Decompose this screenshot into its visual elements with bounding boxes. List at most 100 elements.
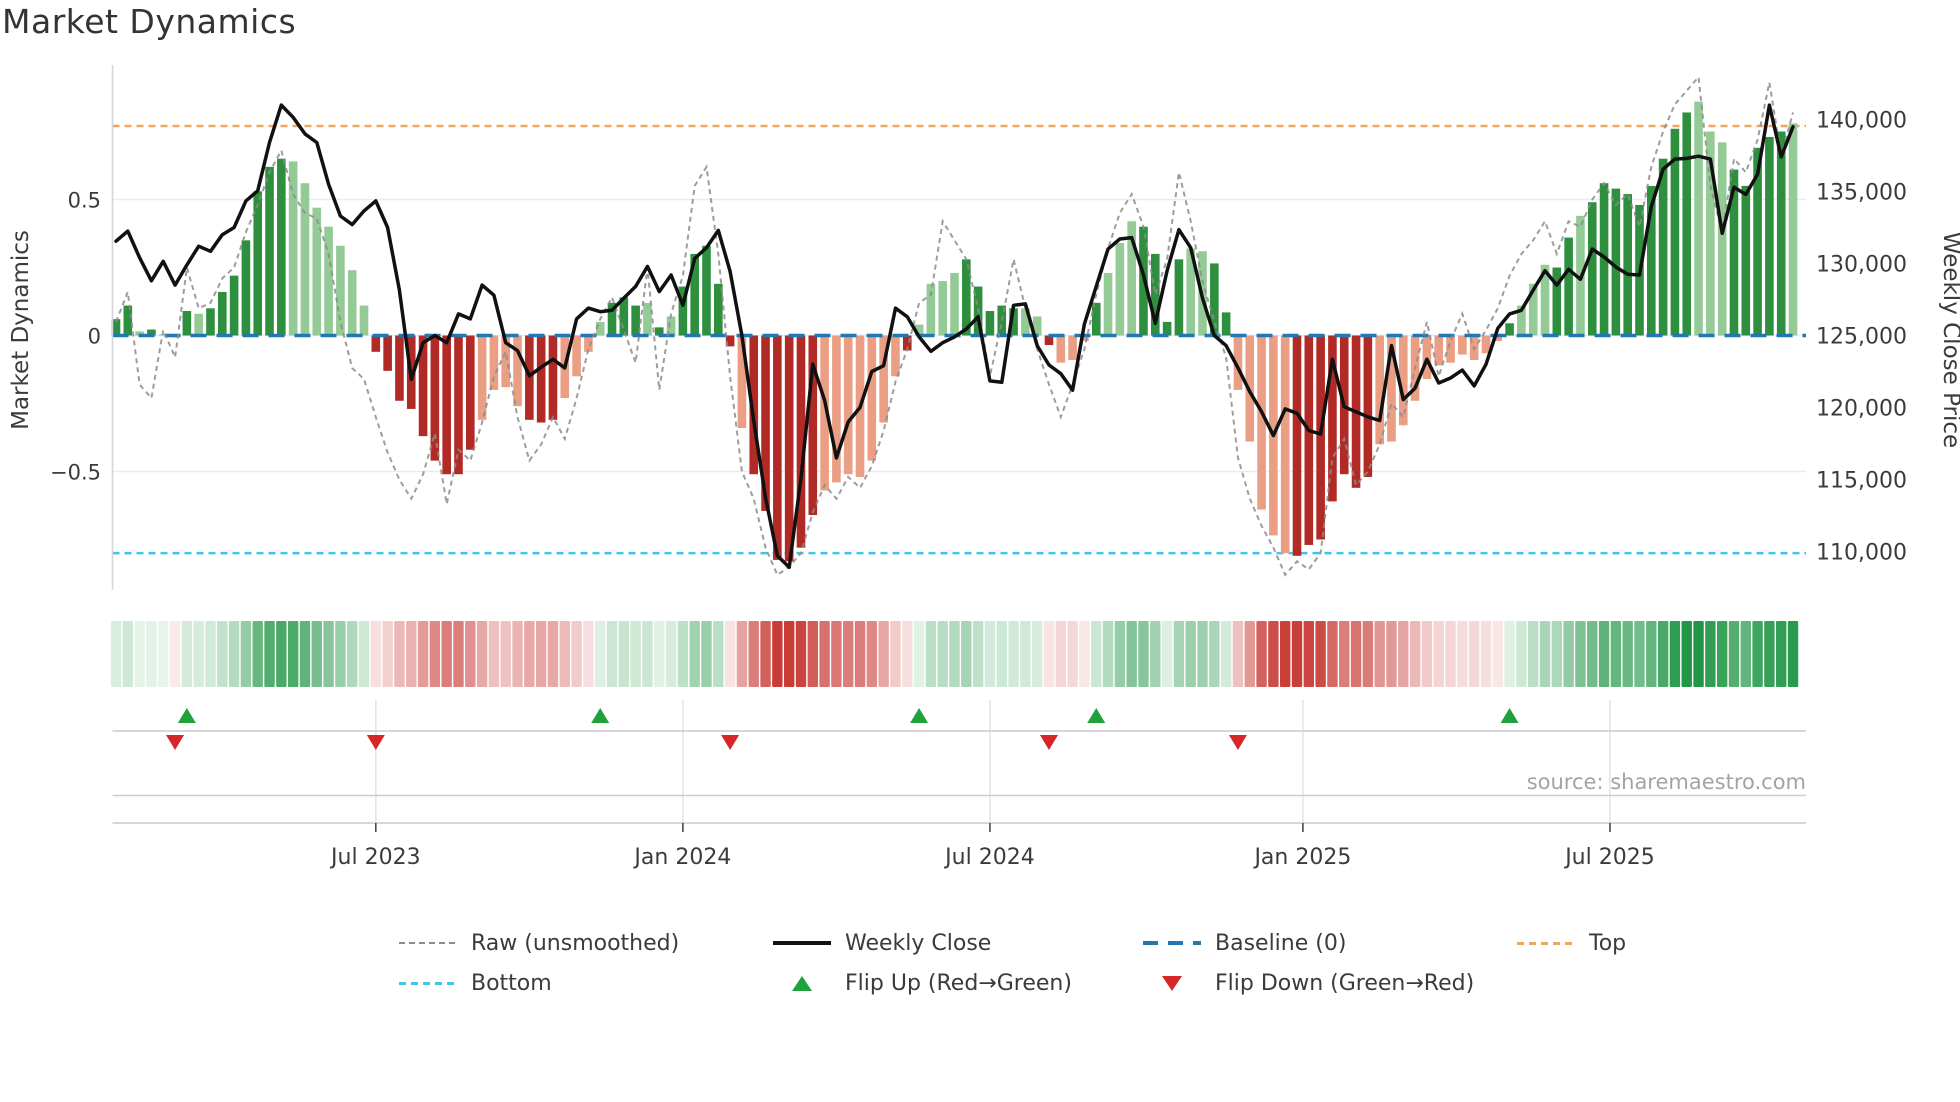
heatmap-cell	[134, 621, 145, 687]
heatmap-cell	[748, 621, 759, 687]
oscillator-bar	[1280, 335, 1290, 554]
heatmap-cell	[347, 621, 358, 687]
heatmap-cell	[1587, 621, 1598, 687]
oscillator-bar	[714, 283, 723, 336]
legend-label-flip-up: Flip Up (Red→Green)	[845, 970, 1072, 996]
heatmap-cell	[606, 621, 618, 687]
heatmap-cell	[1315, 621, 1326, 687]
oscillator-bar	[1150, 253, 1160, 336]
x-tick-label: Jul 2025	[1563, 845, 1655, 870]
oscillator-bar	[1316, 335, 1325, 540]
heatmap-cell	[181, 621, 193, 687]
heatmap-cell	[772, 621, 783, 687]
oscillator-bar	[1009, 308, 1018, 336]
oscillator-bar	[1776, 131, 1786, 336]
legend-item-flip-up: Flip Up (Red→Green)	[773, 969, 1072, 997]
oscillator-bar	[773, 335, 782, 560]
oscillator-bar	[1127, 221, 1136, 336]
heatmap-cell	[406, 621, 417, 687]
heatmap-cell	[807, 621, 818, 687]
right-axis-tick-label: 140,000	[1816, 109, 1907, 134]
heatmap-cell	[783, 621, 795, 687]
heatmap-cell	[1445, 621, 1456, 687]
heatmap-cell	[949, 621, 960, 687]
baseline-swatch	[1143, 941, 1201, 945]
heatmap-cell	[1492, 621, 1503, 687]
heatmap-cell	[831, 621, 842, 687]
oscillator-bar	[513, 335, 522, 407]
legend-item-raw: Raw (unsmoothed)	[399, 929, 679, 957]
heatmap-cell	[429, 621, 441, 687]
heatmap-cell	[311, 621, 322, 687]
left-axis-ticks: 0.5 0 −0.5	[50, 189, 101, 485]
oscillator-bar	[1434, 335, 1444, 366]
heatmap-cell	[1244, 621, 1255, 687]
oscillator-bar	[466, 335, 475, 450]
heatmap-cell	[358, 621, 370, 687]
oscillator-bar	[1788, 123, 1798, 336]
oscillator-bar	[820, 335, 829, 491]
heatmap-cell	[146, 621, 157, 687]
legend-item-flip-down: Flip Down (Green→Red)	[1143, 969, 1474, 997]
heatmap-cell	[276, 621, 287, 687]
heatmap-cell	[1102, 621, 1114, 687]
oscillator-bar	[1493, 335, 1503, 341]
heatmap-cell	[819, 621, 830, 687]
heatmap-cell	[1150, 621, 1161, 687]
oscillator-bar	[1210, 263, 1219, 336]
legend-item-bottom: Bottom	[399, 969, 552, 997]
oscillator-bar	[312, 207, 322, 336]
oscillator-bar	[985, 311, 995, 336]
heatmap-cell	[1622, 621, 1633, 687]
oscillator-bar	[902, 335, 912, 351]
heatmap-cell	[417, 621, 429, 687]
heatmap-cell	[1528, 621, 1539, 687]
legend-item-top: Top	[1517, 929, 1626, 957]
heatmap-cell	[630, 621, 641, 687]
heatmap-cell	[228, 621, 240, 687]
oscillator-bar	[950, 272, 959, 336]
oscillator-bar	[796, 335, 806, 548]
oscillator-bar	[1292, 335, 1302, 556]
oscillator-bar	[206, 308, 215, 336]
heatmap-cell	[1173, 621, 1185, 687]
heatmap-cell	[205, 621, 216, 687]
oscillator-bar	[1623, 194, 1632, 336]
flip-down-marker	[366, 735, 385, 750]
right-axis-tick-label: 135,000	[1816, 181, 1907, 206]
legend-label-raw: Raw (unsmoothed)	[471, 930, 680, 956]
heatmap-cell	[1752, 621, 1763, 687]
oscillator-bar	[194, 313, 203, 336]
oscillator-bar	[1162, 321, 1172, 336]
legend-label-top: Top	[1589, 930, 1627, 956]
oscillator-bar	[229, 275, 239, 336]
heatmap-cell	[583, 621, 594, 687]
oscillator-bar	[1528, 283, 1538, 336]
heatmap-cell	[1728, 621, 1740, 687]
right-axis-title: Weekly Close Price	[1938, 232, 1960, 448]
flip-down-marker	[1039, 735, 1058, 750]
heatmap-cell	[1716, 621, 1728, 687]
oscillator-bar	[1103, 272, 1113, 336]
x-tick-label: Jul 2023	[329, 845, 421, 870]
oscillator-bar	[1717, 142, 1727, 336]
oscillator-bar	[761, 335, 770, 511]
oscillator-bar	[737, 335, 747, 428]
right-axis-tick-label: 115,000	[1816, 469, 1907, 494]
oscillator-bar	[1658, 158, 1668, 336]
heatmap-cell	[524, 621, 535, 687]
heatmap-cell	[1008, 621, 1019, 687]
oscillator-bar	[1233, 335, 1243, 390]
oscillator-bar	[1186, 248, 1196, 336]
heatmap-cell	[1303, 621, 1315, 687]
heatmap-cell	[1705, 621, 1716, 687]
oscillator-bar	[832, 335, 841, 483]
heatmap-cell	[122, 621, 134, 687]
heatmap-cell	[1043, 621, 1055, 687]
raw-unsmoothed-line	[115, 74, 1794, 577]
oscillator-bar	[536, 335, 546, 423]
heatmap-cell	[595, 621, 606, 687]
oscillator-bar	[1706, 131, 1715, 336]
heatmap-cell	[264, 621, 275, 687]
